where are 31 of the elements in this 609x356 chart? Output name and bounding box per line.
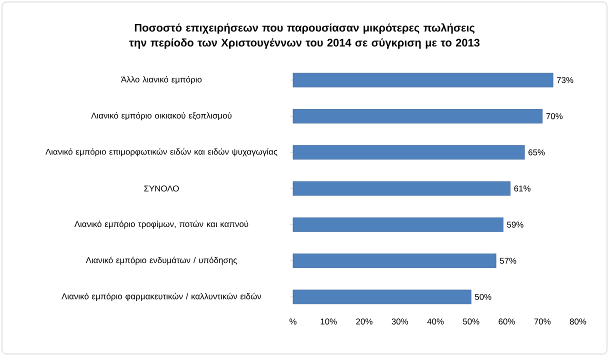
x-tick-label: 40% — [427, 318, 444, 325]
bar — [292, 217, 504, 232]
y-tick-label: Λιανικό εμπόριο ενδυμάτων / υπόδησης — [86, 256, 237, 265]
data-label: 50% — [474, 294, 492, 300]
y-tick-label: ΣΥΝΟΛΟ — [144, 186, 179, 192]
bar — [292, 290, 472, 304]
x-tick-label: 70% — [534, 318, 551, 325]
data-label: 70% — [546, 113, 563, 120]
data-label: 61% — [514, 186, 530, 192]
data-label: 57% — [500, 258, 516, 264]
bar — [292, 109, 543, 124]
bar — [292, 254, 496, 268]
bar — [292, 145, 525, 160]
x-tick-label: 50% — [462, 318, 480, 325]
bar — [292, 72, 554, 88]
x-tick-label: 80% — [570, 318, 586, 325]
data-label: 65% — [528, 149, 545, 156]
y-tick-label: Λιανικό εμπόριο επιμορφωτικών ειδών και ειδών ψυχαγωγίας — [45, 148, 278, 156]
data-label: 73% — [557, 77, 574, 84]
data-label: 59% — [507, 222, 524, 228]
x-tick-label: 30% — [392, 318, 408, 325]
y-tick-label: Λιανικό εμπόριο φαρμακευτικών / καλλυντικών ειδών — [62, 292, 262, 301]
chart-title: Ποσοστό επιχειρήσεων που παρουσίασαν μικρότερες πωλήσεις την περίοδο των Χριστουγέννων του 2014 σε σύγκριση με το 2013 — [129, 23, 480, 49]
y-tick-label: Άλλο λιανικό εμπόριο — [121, 76, 202, 84]
x-tick-label: 20% — [356, 318, 372, 325]
bar — [292, 181, 511, 196]
x-tick-label: 10% — [320, 318, 337, 325]
y-tick-label: Λιανικό εμπόριο τροφίμων, ποτών και καπνού — [74, 220, 248, 229]
y-tick-label: Λιανικό εμπόριο οικιακού εξοπλισμού — [91, 112, 232, 120]
x-tick-label: 60% — [498, 318, 515, 325]
x-tick-label: % — [290, 318, 296, 324]
